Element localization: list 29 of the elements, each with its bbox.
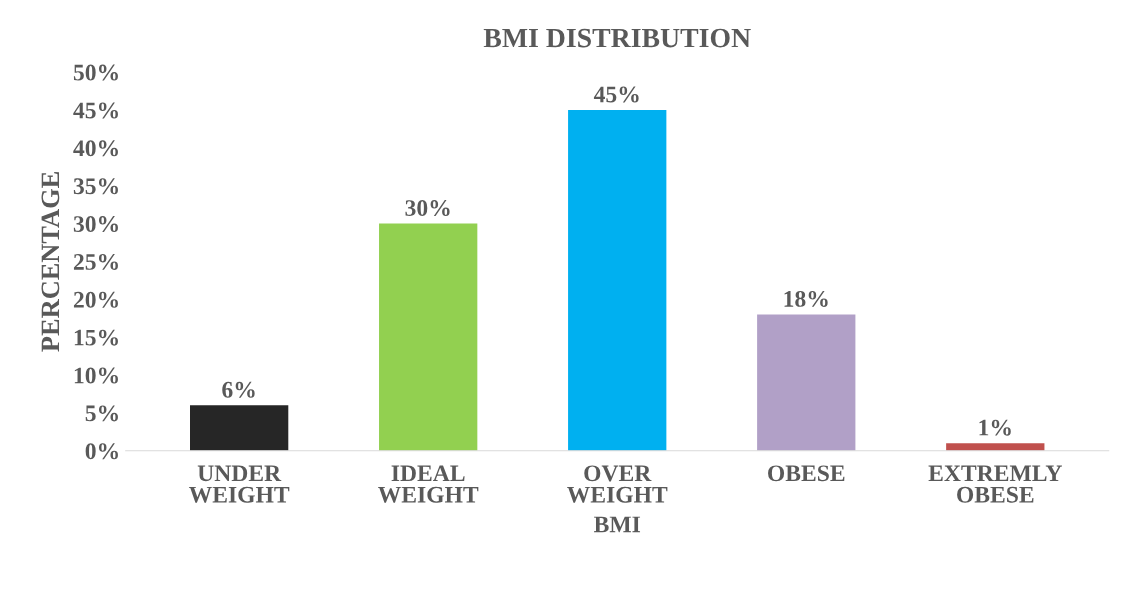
y-tick-label: 45%	[73, 102, 118, 119]
y-tick-label: 35%	[73, 178, 118, 195]
x-axis-title: BMI	[594, 516, 641, 533]
bar	[190, 405, 289, 451]
chart-title: BMI DISTRIBUTION	[483, 28, 751, 48]
x-tick-label: EXTREMLY OBESE	[928, 465, 1062, 503]
x-tick-label: UNDER WEIGHT	[188, 465, 290, 503]
data-label: 30%	[405, 200, 450, 217]
y-axis-title: PERCENTAGE	[41, 172, 60, 352]
y-tick-label: 15%	[74, 329, 118, 346]
x-tick-label: OBESE	[768, 465, 845, 482]
bar	[757, 314, 856, 451]
bar	[568, 109, 667, 451]
y-tick-label: 0%	[85, 443, 118, 460]
y-tick-label: 20%	[73, 291, 118, 308]
data-label: 6%	[222, 381, 255, 398]
y-tick-label: 5%	[85, 405, 118, 422]
data-label: 18%	[784, 290, 828, 307]
bar	[379, 223, 478, 451]
y-tick-label: 25%	[73, 253, 118, 270]
y-tick-label: 40%	[73, 140, 118, 157]
data-label: 1%	[979, 419, 1011, 436]
y-tick-label: 50%	[73, 64, 118, 81]
y-tick-label: 30%	[73, 216, 118, 233]
data-label: 45%	[593, 86, 639, 103]
y-tick-label: 10%	[74, 367, 118, 384]
x-tick-label: OVER WEIGHT	[567, 465, 668, 503]
bar	[946, 443, 1045, 451]
x-tick-label: IDEAL WEIGHT	[378, 465, 479, 503]
